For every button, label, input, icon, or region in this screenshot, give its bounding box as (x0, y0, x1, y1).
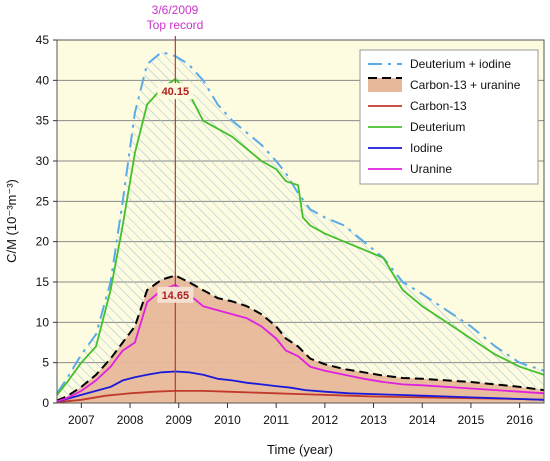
x-tick-label-2008: 2008 (117, 413, 144, 427)
annotation-deuterium-value: 40.15 (162, 86, 190, 98)
axes: 0 5 10 15 20 25 30 35 40 45 2007 2008 2009 2010 2011 20… (36, 33, 534, 427)
x-tick-label-2014: 2014 (409, 413, 436, 427)
annotation-carbon-uranine-label-bg (157, 286, 194, 303)
legend-swatch-1 (368, 78, 402, 92)
series-line-2 (56, 389, 545, 404)
y-tick-label-15: 15 (36, 275, 50, 289)
legend-label-0: Deuterium + iodine (410, 57, 511, 71)
y-axis-label: C/M (10⁻³m⁻³) (4, 179, 19, 263)
x-tick-label-2013: 2013 (360, 413, 387, 427)
y-tick-label-10: 10 (36, 315, 50, 329)
y-tick-label-0: 0 (42, 396, 49, 410)
y-tick-label-30: 30 (36, 154, 50, 168)
series-line-1 (56, 274, 545, 402)
annotation-date: 3/6/2009 (152, 3, 199, 17)
x-tick-label-2009: 2009 (165, 413, 192, 427)
legend-label-2: Carbon-13 (410, 99, 467, 113)
legend-label-5: Uranine (410, 162, 452, 176)
x-tick-label-2015: 2015 (458, 413, 485, 427)
annotation: 40.15 14.65 (157, 36, 194, 403)
series-line-3 (56, 78, 545, 396)
legend-label-1: Carbon-13 + uranine (410, 78, 521, 92)
series-line-0 (56, 51, 545, 394)
annotation-label: Top record (147, 18, 204, 32)
x-tick-label-2007: 2007 (68, 413, 95, 427)
plot-frame (56, 39, 545, 404)
x-tick-label-2011: 2011 (263, 413, 289, 427)
series-lines (56, 51, 545, 404)
y-tick-label-20: 20 (36, 235, 50, 249)
series-line-4 (56, 370, 545, 403)
annotation-deuterium-label-bg (157, 83, 194, 100)
legend-label-3: Deuterium (410, 120, 465, 134)
legend: Deuterium + iodine Carbon-13 + uranine Car… (359, 49, 539, 185)
y-tick-label-35: 35 (36, 114, 50, 128)
legend-box (359, 49, 539, 185)
x-axis-label: Time (year) (267, 442, 333, 457)
y-tick-label-25: 25 (36, 194, 50, 208)
x-tick-label-2012: 2012 (311, 413, 338, 427)
y-tick-label-40: 40 (36, 73, 50, 87)
y-tick-label-5: 5 (42, 356, 49, 370)
series-line-5 (56, 283, 545, 403)
y-tick-label-45: 45 (36, 33, 50, 47)
legend-label-4: Iodine (410, 141, 443, 155)
x-tick-label-2010: 2010 (214, 413, 241, 427)
annotation-carbon-uranine-value: 14.65 (162, 290, 190, 302)
x-tick-label-2016: 2016 (506, 413, 533, 427)
